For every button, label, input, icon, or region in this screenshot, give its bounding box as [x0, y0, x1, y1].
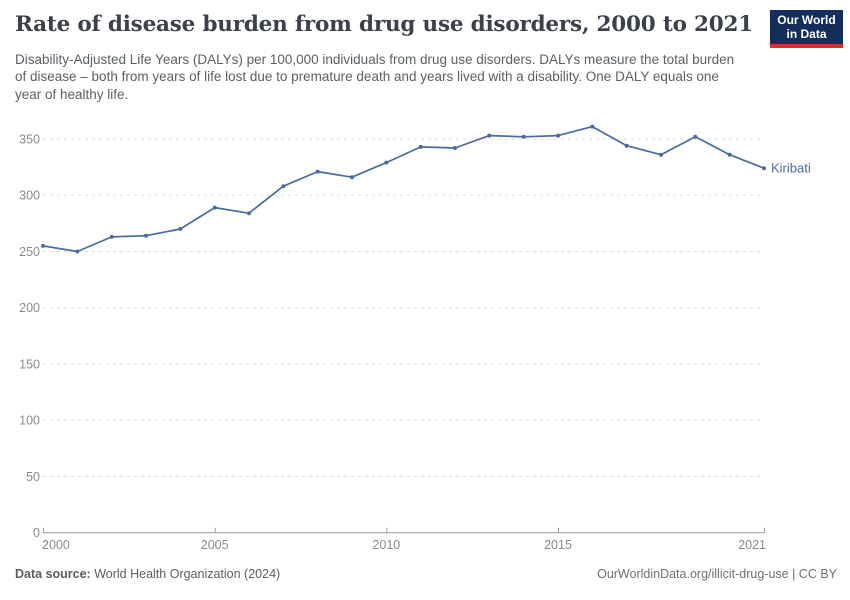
data-point-2017[interactable] [624, 143, 629, 148]
data-point-2010[interactable] [384, 160, 389, 165]
y-tick-label-100: 100 [19, 414, 40, 428]
x-tick-label-2005: 2005 [201, 538, 229, 552]
data-source-value: World Health Organization (2024) [90, 567, 281, 581]
series-label-kiribati: Kiribati [771, 161, 811, 176]
data-point-2009[interactable] [350, 175, 354, 180]
data-point-2008[interactable] [315, 169, 320, 174]
owid-logo-line1: Our World [777, 13, 836, 27]
data-source-note: Data source: World Health Organization (… [15, 567, 280, 581]
data-point-2021[interactable] [762, 166, 766, 171]
data-point-2019[interactable] [693, 134, 698, 139]
y-tick-label-350: 350 [19, 133, 40, 147]
data-point-2003[interactable] [144, 233, 148, 238]
chart-subtitle: Disability-Adjusted Life Years (DALYs) p… [15, 52, 735, 102]
chart-footer: Data source: World Health Organization (… [15, 567, 837, 581]
x-tick-label-2015: 2015 [544, 538, 572, 552]
data-point-2001[interactable] [75, 249, 80, 254]
owid-logo[interactable]: Our World in Data [770, 10, 843, 48]
y-tick-label-0: 0 [33, 526, 40, 540]
data-point-2016[interactable] [590, 124, 595, 129]
owid-logo-box: Our World in Data [770, 10, 843, 44]
data-point-2018[interactable] [659, 152, 663, 157]
data-point-2011[interactable] [418, 144, 423, 149]
x-tick-label-2000: 2000 [42, 538, 70, 552]
owid-logo-line2: in Data [786, 26, 827, 41]
data-point-2002[interactable] [109, 234, 114, 239]
data-point-2020[interactable] [727, 152, 732, 157]
data-point-2013[interactable] [487, 133, 492, 138]
y-tick-label-50: 50 [26, 470, 40, 484]
attribution-link[interactable]: OurWorldinData.org/illicit-drug-use | CC… [597, 567, 837, 581]
owid-logo-red-bar [770, 44, 843, 48]
data-line-kiribati[interactable] [42, 125, 765, 253]
data-source-label: Data source: [15, 567, 91, 581]
y-tick-label-200: 200 [19, 301, 40, 315]
data-point-2015[interactable] [556, 133, 560, 138]
data-point-2007[interactable] [281, 184, 286, 189]
y-tick-label-250: 250 [19, 245, 40, 259]
data-point-2006[interactable] [247, 211, 251, 216]
data-point-2000[interactable] [41, 243, 45, 248]
chart-title: Rate of disease burden from drug use dis… [15, 12, 754, 37]
data-point-2014[interactable] [521, 134, 526, 139]
x-tick-label-2021: 2021 [738, 538, 766, 552]
data-point-2012[interactable] [453, 146, 457, 150]
data-point-2005[interactable] [212, 205, 217, 210]
data-point-2004[interactable] [178, 227, 183, 231]
x-tick-label-2010: 2010 [372, 538, 400, 552]
y-tick-label-300: 300 [19, 189, 40, 203]
y-tick-label-150: 150 [19, 357, 40, 371]
